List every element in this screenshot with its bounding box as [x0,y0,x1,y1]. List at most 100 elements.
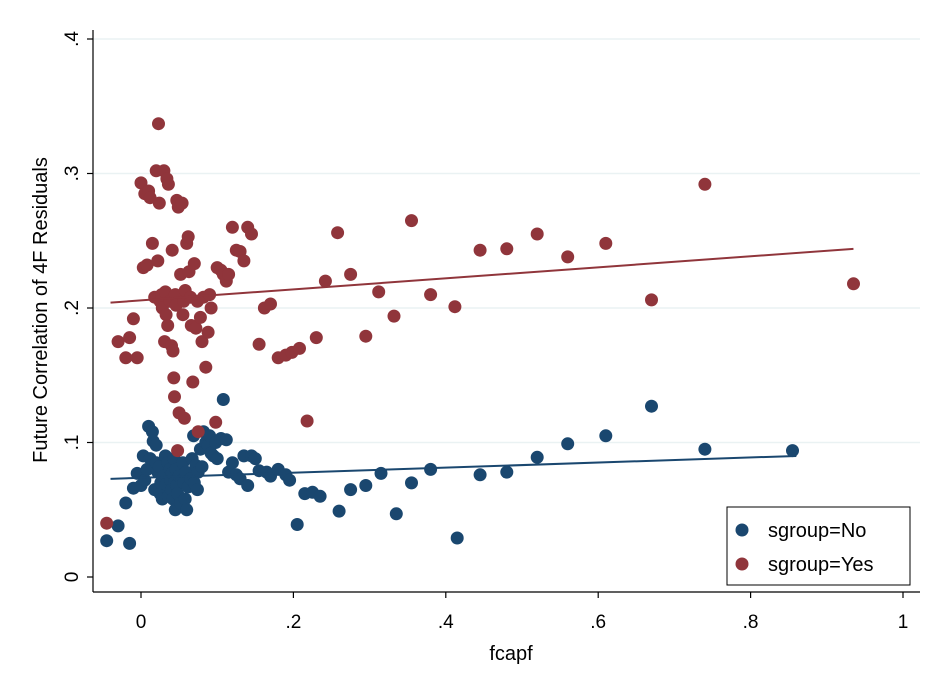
point-yes [134,176,148,190]
point-yes [195,335,209,349]
point-yes [176,308,190,322]
point-yes [344,267,358,281]
point-no [178,492,192,506]
y-tick-label: .1 [62,435,83,451]
y-axis-title: Future Correlation of 4F Residuals [30,157,52,463]
point-yes [140,258,154,272]
point-yes [186,375,200,389]
point-no [100,534,114,548]
point-no [216,393,230,406]
point-no [530,450,544,464]
point-yes [130,351,144,365]
point-yes [123,331,137,345]
point-yes [166,344,180,358]
point-no [313,489,327,503]
x-tick-label: 1 [898,612,909,633]
point-yes [309,331,323,345]
point-yes [165,243,179,257]
fit-line-yes [110,247,854,304]
point-yes [199,360,213,374]
point-yes [161,319,175,332]
point-no [599,429,613,443]
point-no [424,462,438,476]
point-no [344,483,358,497]
point-no [138,473,152,487]
point-no [190,483,204,497]
point-yes [152,117,165,131]
point-no [500,465,514,479]
point-yes [167,371,181,385]
point-yes [189,321,203,335]
legend-marker-no [735,523,749,537]
point-yes [405,214,418,228]
point-no [149,438,163,452]
x-tick-label: .8 [743,612,759,633]
point-yes [152,196,166,210]
point-no [561,437,575,451]
fit-line-no [110,454,797,480]
y-tick-label: .3 [62,166,83,182]
y-tick-label: .4 [62,31,83,47]
legend-label-yes: sgroup=Yes [768,554,873,576]
point-yes [209,415,223,429]
point-yes [252,337,266,351]
point-no [359,479,373,492]
point-yes [187,257,201,271]
y-tick-label: 0 [62,572,83,583]
point-no [283,473,297,487]
point-yes [204,301,218,315]
point-yes [264,297,277,311]
legend-box [726,506,911,586]
point-yes [698,177,712,191]
point-yes [159,308,173,322]
point-yes [448,300,462,314]
point-yes [293,341,306,355]
point-no [140,462,154,476]
point-no [450,531,464,545]
point-yes [331,226,345,240]
y-tick-label: .2 [62,300,83,316]
point-yes [168,390,181,404]
point-no [225,456,239,470]
point-yes [530,227,544,241]
point-no [290,518,304,531]
x-axis-title: fcapf [489,643,533,665]
point-yes [201,325,215,339]
point-yes [177,411,191,425]
point-yes [111,335,125,349]
legend-label-no: sgroup=No [768,520,866,542]
point-yes [161,177,175,191]
point-no [473,468,487,482]
point-no [241,479,255,492]
point-no [145,425,159,439]
point-yes [500,242,514,256]
point-yes [359,329,373,343]
point-no [219,433,233,447]
point-yes [225,220,239,234]
point-yes [599,236,613,250]
point-yes [222,267,236,281]
point-yes [561,250,575,264]
point-yes [193,310,207,324]
point-no [698,442,712,456]
point-yes [387,309,401,323]
legend: sgroup=No sgroup=Yes [726,506,911,586]
point-no [119,496,133,510]
point-no [786,444,799,458]
point-no [195,460,209,474]
x-tick-label: .2 [285,612,301,633]
point-yes [300,414,314,428]
point-yes [318,274,332,288]
point-yes [847,277,860,291]
point-yes [100,516,114,530]
point-no [180,503,194,517]
point-yes [645,293,658,307]
point-no [405,476,418,490]
x-tick-label: .6 [590,612,606,633]
point-yes [181,230,195,244]
x-axis-ticks: 0 .2 .4 .6 .8 1 [136,592,909,633]
point-no [332,504,346,518]
point-yes [424,288,438,302]
point-yes [145,236,159,250]
